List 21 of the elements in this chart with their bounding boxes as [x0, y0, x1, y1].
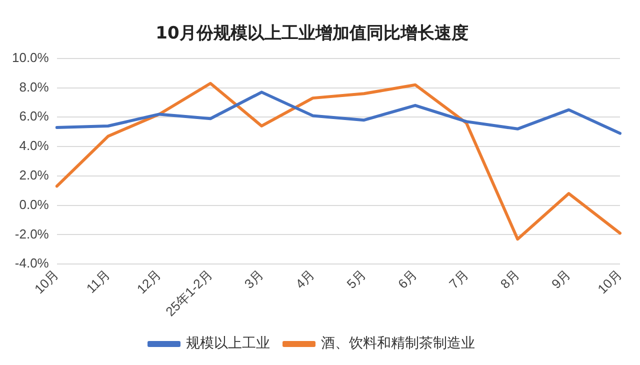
y-tick-label: -2.0%: [14, 226, 50, 242]
x-tick-label: 10月: [594, 266, 625, 297]
chart-title: 10月份规模以上工业增加值同比增长速度: [156, 24, 468, 44]
x-tick-label: 6月: [394, 266, 420, 292]
x-tick-label: 9月: [548, 266, 574, 292]
legend-label: 酒、饮料和精制茶制造业: [321, 336, 475, 352]
x-tick-label: 7月: [446, 266, 472, 292]
y-tick-label: 8.0%: [19, 79, 50, 94]
x-tick-label: 25年1-2月: [162, 266, 216, 320]
y-tick-label: 4.0%: [19, 138, 50, 154]
x-tick-label: 5月: [344, 266, 369, 292]
y-tick-label: 10.0%: [12, 50, 50, 65]
x-tick-label: 12月: [134, 266, 164, 297]
x-tick-label: 3月: [241, 266, 266, 292]
y-tick-label: 6.0%: [19, 108, 50, 124]
x-tick-label: 11月: [83, 266, 113, 296]
legend-label: 规模以上工业: [186, 336, 270, 352]
y-tick-label: 2.0%: [19, 168, 50, 183]
y-tick-label: 0.0%: [19, 196, 50, 212]
x-tick-label: 8月: [497, 266, 522, 292]
x-tick-label: 4月: [292, 266, 318, 292]
